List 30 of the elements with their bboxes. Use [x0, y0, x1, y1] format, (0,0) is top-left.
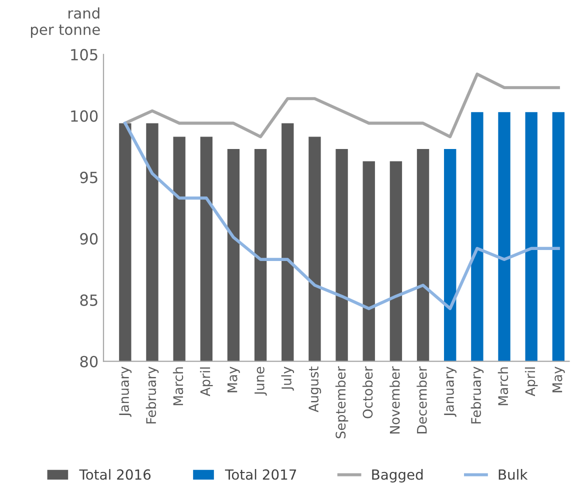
y-tick-label: 90: [80, 233, 98, 245]
x-tick-label: May: [552, 366, 565, 392]
legend-label: Total 2017: [224, 469, 296, 480]
x-tick-label: August: [308, 366, 322, 412]
x-tick-label: March: [172, 367, 184, 406]
x-tick-label: January: [444, 366, 456, 417]
legend-label: Total 2016: [79, 469, 151, 480]
line-series: [124, 72, 560, 138]
x-tick-label: September: [335, 366, 348, 438]
x-tick-label: March: [498, 367, 508, 406]
x-tick-label: December: [416, 366, 427, 434]
x-tick-label: June: [254, 366, 267, 396]
y-tick-label: 105: [71, 48, 98, 60]
y-tick-label: 100: [71, 110, 98, 122]
y-axis-title: rand per tonne: [30, 7, 100, 38]
x-tick-label: April: [524, 367, 538, 396]
legend-label: Bulk: [498, 469, 528, 480]
y-tick-label: 95: [80, 172, 98, 184]
x-tick-label: July: [281, 366, 294, 391]
x-tick-label: February: [146, 366, 159, 424]
x-tick-label: February: [470, 366, 484, 424]
x-tick-label: May: [228, 366, 240, 392]
x-tick-label: October: [362, 366, 373, 418]
y-tick-label: 85: [80, 294, 98, 306]
x-tick-label: April: [200, 367, 213, 396]
line-series: [124, 122, 560, 310]
legend-label: Bagged: [372, 469, 423, 482]
x-tick-label: November: [390, 366, 400, 434]
y-tick-label: 80: [80, 356, 98, 368]
x-tick-label: January: [119, 366, 132, 417]
